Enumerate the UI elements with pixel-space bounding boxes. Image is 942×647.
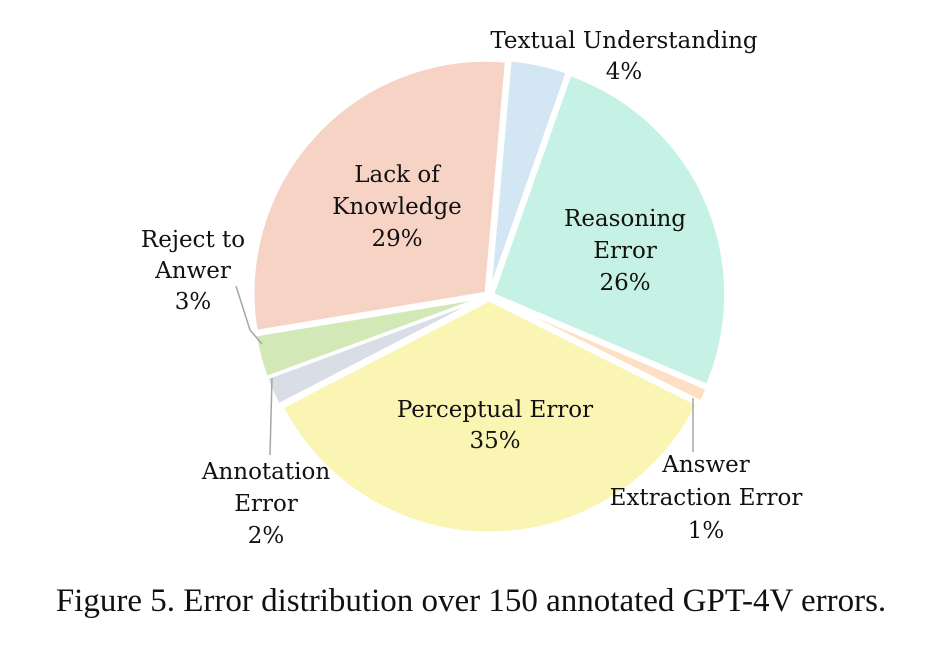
slice-label-reject-to-anwer: Reject to Anwer 3%: [141, 227, 245, 315]
slice-labels: Textual Understanding 4% Reasoning Error 26%…: [141, 28, 803, 549]
slice-label-line: 2%: [248, 523, 285, 549]
pie-slice-textual-understanding: [488, 58, 569, 294]
slice-label-line: Reject to: [141, 227, 245, 253]
slice-label-line: Extraction Error: [610, 485, 803, 511]
slice-label-line: 3%: [175, 289, 212, 315]
leader-line-reject-to-anwer: [235, 285, 263, 345]
slice-label-line: Annotation: [201, 459, 330, 485]
slice-label-line: 4%: [606, 59, 643, 85]
pie-slices: [251, 58, 728, 535]
slice-label-perceptual-error: Perceptual Error 35%: [397, 397, 593, 454]
pie-chart: Textual Understanding 4% Reasoning Error 26%…: [141, 28, 803, 549]
slice-label-reasoning-error: Reasoning Error 26%: [564, 206, 686, 296]
slice-label-lack-of-knowledge: Lack of Knowledge 29%: [332, 162, 462, 252]
leader-lines: [235, 285, 694, 456]
slice-label-line: Knowledge: [332, 194, 462, 220]
slice-label-line: 35%: [469, 428, 520, 454]
slice-label-annotation-error: Annotation Error 2%: [201, 459, 330, 549]
slice-label-answer-extraction-error: Answer Extraction Error 1%: [610, 452, 803, 544]
slice-label-line: 26%: [599, 270, 650, 296]
slice-label-line: Answer: [661, 452, 750, 478]
leader-line-annotation-error: [269, 377, 273, 456]
slice-label-line: Lack of: [354, 162, 441, 188]
figure-caption: Figure 5. Error distribution over 150 an…: [55, 583, 887, 619]
slice-label-line: Perceptual Error: [397, 397, 593, 423]
slice-label-line: 1%: [688, 518, 725, 544]
pie-slice-reasoning-error: [491, 73, 728, 387]
slice-label-line: Reasoning: [564, 206, 686, 232]
slice-label-line: Error: [234, 491, 298, 517]
slice-label-line: Textual Understanding: [490, 28, 758, 54]
pie-slice-lack-of-knowledge: [251, 58, 508, 333]
slice-label-textual-understanding: Textual Understanding 4%: [490, 28, 758, 85]
pie-slice-answer-extraction-error: [491, 296, 709, 404]
pie-slice-perceptual-error: [280, 298, 699, 535]
slice-label-line: 29%: [371, 226, 422, 252]
slice-label-line: Anwer: [154, 258, 231, 284]
slice-label-line: Error: [593, 238, 657, 264]
